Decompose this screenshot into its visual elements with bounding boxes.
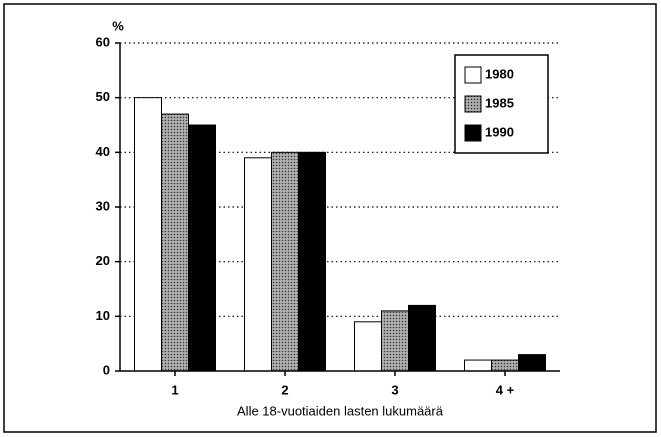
y-tick-label: 10 [96, 308, 110, 323]
x-axis-label: Alle 18-vuotiaiden lasten lukumäärä [237, 403, 444, 418]
x-tick-label: 1 [171, 382, 178, 397]
bar [161, 113, 189, 372]
x-tick-label: 2 [281, 382, 288, 397]
bar [464, 359, 492, 372]
legend-swatch [464, 66, 482, 84]
bar [188, 124, 216, 372]
legend-swatch [464, 95, 482, 113]
bar [518, 354, 546, 372]
bar [381, 310, 409, 372]
bar [298, 151, 326, 372]
legend-label: 1985 [485, 95, 514, 110]
x-tick-label: 3 [391, 382, 398, 397]
y-tick-label: 40 [96, 144, 110, 159]
y-tick-label: 50 [96, 89, 110, 104]
y-tick-label: 60 [96, 34, 110, 49]
bar [491, 359, 519, 372]
y-tick-label: 0 [103, 362, 110, 377]
bar [244, 157, 272, 372]
frame [3, 3, 657, 433]
y-tick-label: 20 [96, 253, 110, 268]
legend-swatch [464, 124, 482, 142]
x-tick-label: 4 + [496, 382, 515, 397]
bar [134, 97, 162, 372]
bar [271, 151, 299, 372]
legend-label: 1990 [485, 124, 514, 139]
bar [354, 321, 382, 372]
bar [408, 304, 436, 372]
legend-label: 1980 [485, 66, 514, 81]
y-tick-label: 30 [96, 198, 110, 213]
y-axis-label: % [112, 18, 124, 33]
